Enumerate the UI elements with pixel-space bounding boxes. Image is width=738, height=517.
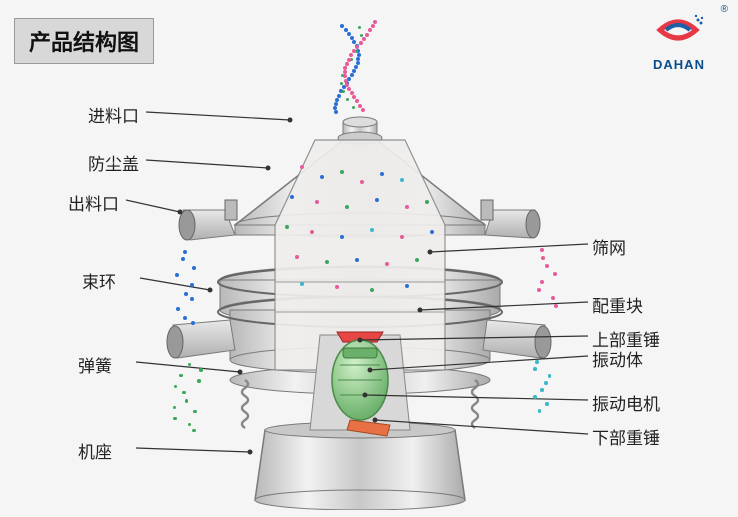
label-筛网: 筛网 bbox=[592, 234, 626, 259]
particle-dot bbox=[295, 255, 299, 259]
particle-dot bbox=[337, 94, 341, 98]
particle-dot bbox=[405, 284, 409, 288]
particle-dot bbox=[545, 264, 549, 268]
label-束环: 束环 bbox=[82, 268, 116, 293]
title-box: 产品结构图 bbox=[14, 18, 154, 64]
label-振动体: 振动体 bbox=[592, 346, 643, 371]
particle-dot bbox=[197, 379, 201, 383]
particle-dot bbox=[544, 381, 548, 385]
particle-dot bbox=[290, 195, 294, 199]
particle-dot bbox=[360, 180, 364, 184]
particle-dot bbox=[190, 297, 194, 301]
particle-dot bbox=[315, 200, 319, 204]
particle-dot bbox=[300, 282, 304, 286]
particle-dot bbox=[349, 53, 353, 57]
particle-dot bbox=[362, 37, 366, 41]
particle-dot bbox=[533, 395, 537, 399]
particle-dot bbox=[554, 304, 558, 308]
label-振动电机: 振动电机 bbox=[592, 390, 660, 415]
particle-dot bbox=[548, 374, 552, 378]
particle-dot bbox=[185, 399, 189, 403]
particle-dot bbox=[405, 205, 409, 209]
particle-dot bbox=[183, 250, 187, 254]
label-配重块: 配重块 bbox=[592, 292, 643, 317]
particle-dot bbox=[540, 280, 544, 284]
particle-dot bbox=[430, 230, 434, 234]
particle-dot bbox=[340, 170, 344, 174]
particle-dot bbox=[181, 257, 185, 261]
particle-dot bbox=[183, 316, 187, 320]
particle-dot bbox=[538, 409, 542, 413]
particle-dot bbox=[400, 178, 404, 182]
particle-dot bbox=[345, 205, 349, 209]
label-下部重锤: 下部重锤 bbox=[592, 424, 660, 449]
particle-dot bbox=[355, 258, 359, 262]
particle-dot bbox=[368, 28, 372, 32]
label-防尘盖: 防尘盖 bbox=[88, 150, 139, 175]
particle-dot bbox=[334, 110, 338, 114]
particle-dot bbox=[173, 417, 177, 421]
particle-dot bbox=[188, 423, 192, 427]
particle-dot bbox=[400, 235, 404, 239]
particle-dot bbox=[371, 24, 375, 28]
particle-dot bbox=[335, 285, 339, 289]
particle-dot bbox=[535, 360, 539, 364]
particle-dot bbox=[300, 165, 304, 169]
page-title: 产品结构图 bbox=[29, 30, 139, 55]
label-机座: 机座 bbox=[78, 438, 112, 463]
brand-name: DAHAN bbox=[648, 57, 710, 72]
particle-dot bbox=[370, 288, 374, 292]
particle-dot bbox=[325, 260, 329, 264]
label-出料口: 出料口 bbox=[68, 190, 119, 215]
particle-dot bbox=[340, 235, 344, 239]
particle-dot bbox=[359, 41, 363, 45]
outlet-left-lower bbox=[167, 320, 235, 358]
particle-dot bbox=[361, 108, 365, 112]
particle-dot bbox=[285, 225, 289, 229]
particle-dot bbox=[358, 26, 361, 29]
particle-dot bbox=[352, 106, 355, 109]
particle-dot bbox=[199, 368, 203, 372]
particle-dot bbox=[415, 258, 419, 262]
particle-dot bbox=[192, 429, 196, 433]
brand-logo: DAHAN bbox=[648, 8, 710, 72]
particle-dot bbox=[540, 388, 544, 392]
particle-dot bbox=[350, 73, 354, 77]
registered-mark: ® bbox=[721, 4, 728, 15]
particle-dot bbox=[375, 198, 379, 202]
particle-dot bbox=[310, 230, 314, 234]
particle-dot bbox=[343, 74, 347, 78]
particle-dot bbox=[365, 33, 369, 37]
label-进料口: 进料口 bbox=[88, 102, 139, 127]
particle-dot bbox=[385, 262, 389, 266]
particle-dot bbox=[340, 24, 344, 28]
particle-dot bbox=[184, 292, 188, 296]
particle-dot bbox=[545, 402, 549, 406]
machine-diagram bbox=[155, 80, 585, 510]
particle-dot bbox=[551, 296, 555, 300]
particle-dot bbox=[320, 175, 324, 179]
outlet-right-lower bbox=[483, 320, 551, 358]
logo-icon bbox=[648, 8, 710, 50]
particle-dot bbox=[190, 283, 194, 287]
label-弹簧: 弹簧 bbox=[78, 352, 112, 377]
particle-dot bbox=[533, 367, 537, 371]
particle-dot bbox=[358, 104, 362, 108]
particle-dot bbox=[174, 385, 178, 389]
particle-dot bbox=[344, 79, 348, 83]
particle-dot bbox=[380, 172, 384, 176]
particle-dot bbox=[193, 410, 197, 414]
particle-dot bbox=[537, 288, 541, 292]
particle-dot bbox=[370, 228, 374, 232]
particle-dot bbox=[540, 248, 544, 252]
particle-dot bbox=[425, 200, 429, 204]
